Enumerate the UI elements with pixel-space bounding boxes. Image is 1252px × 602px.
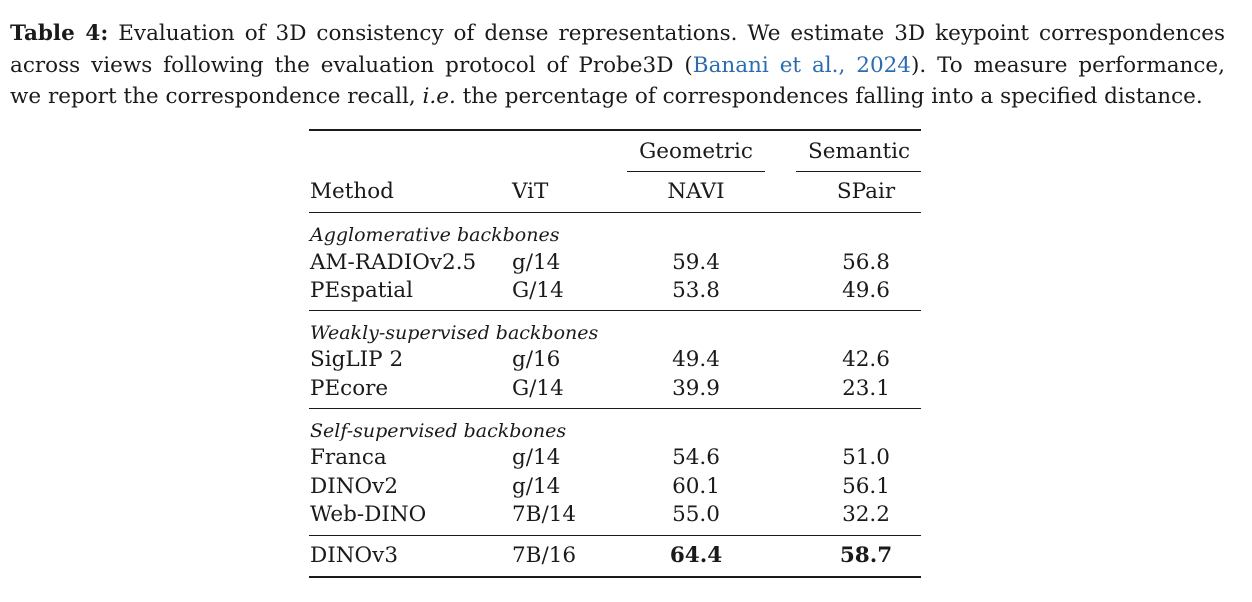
spair-cell: 56.1 [842, 474, 890, 499]
method-cell: PEcore [310, 376, 389, 401]
vit-cell: 7B/16 [512, 543, 577, 568]
navi-cell: 55.0 [672, 502, 720, 527]
navi-cell-best: 64.4 [669, 543, 723, 568]
method-cell: Web-DINO [310, 502, 427, 527]
vit-cell: g/14 [512, 474, 561, 499]
caption-line-1: Table 4: Evaluation of 3D consistency of… [10, 18, 1225, 50]
caption-ie: i.e. [422, 84, 456, 109]
column-header-method: Method [310, 179, 394, 204]
method-cell: PEspatial [310, 278, 413, 303]
caption-line-2: across views following the evaluation pr… [10, 50, 1225, 82]
spair-cell: 23.1 [842, 376, 890, 401]
bottom-rule [309, 576, 921, 578]
geometric-cmidrule [627, 171, 765, 172]
method-cell: DINOv3 [310, 543, 398, 568]
navi-cell: 54.6 [672, 445, 720, 470]
method-cell: DINOv2 [310, 474, 398, 499]
group-header-semantic: Semantic [807, 139, 911, 164]
method-cell: AM-RADIOv2.5 [310, 250, 477, 275]
caption-text-2a: across views following the evaluation pr… [10, 52, 693, 78]
section-rule-3 [309, 535, 921, 536]
method-cell: SigLIP 2 [310, 347, 404, 372]
vit-cell: G/14 [512, 278, 564, 303]
method-cell: Franca [310, 445, 387, 470]
caption-text-2b: ). To measure performance, [910, 52, 1225, 78]
vit-cell: g/14 [512, 250, 561, 275]
top-rule [309, 129, 921, 131]
navi-cell: 59.4 [672, 250, 720, 275]
spair-cell: 32.2 [842, 502, 890, 527]
spair-cell: 49.6 [842, 278, 890, 303]
column-header-spair: SPair [836, 179, 896, 204]
spair-cell: 51.0 [842, 445, 890, 470]
caption-text-3a: we report the correspondence recall, [10, 84, 416, 109]
table-caption: Table 4: Evaluation of 3D consistency of… [10, 18, 1225, 113]
caption-line-3: we report the correspondence recall, i.e… [10, 81, 1225, 113]
column-header-vit: ViT [512, 179, 549, 204]
section-rule-2 [309, 408, 921, 409]
vit-cell: 7B/14 [512, 502, 577, 527]
section-title: Weakly-supervised backbones [310, 322, 599, 344]
caption-label: Table 4: [10, 21, 109, 46]
vit-cell: g/14 [512, 445, 561, 470]
section-title: Self-supervised backbones [310, 420, 567, 442]
spair-cell: 42.6 [842, 347, 890, 372]
spair-cell: 56.8 [842, 250, 890, 275]
semantic-cmidrule [796, 171, 921, 172]
spair-cell-best: 58.7 [839, 543, 893, 568]
navi-cell: 49.4 [672, 347, 720, 372]
vit-cell: G/14 [512, 376, 564, 401]
navi-cell: 39.9 [672, 376, 720, 401]
navi-cell: 53.8 [672, 278, 720, 303]
vit-cell: g/16 [512, 347, 561, 372]
section-title: Agglomerative backbones [310, 224, 560, 246]
group-header-geometric: Geometric [639, 139, 753, 164]
navi-cell: 60.1 [672, 474, 720, 499]
column-header-navi: NAVI [667, 179, 725, 204]
caption-text-3b: the percentage of correspondences fallin… [462, 84, 1203, 109]
header-rule [309, 212, 921, 213]
citation-link[interactable]: Banani et al., 2024 [692, 52, 911, 78]
caption-text-1: Evaluation of 3D consistency of dense re… [118, 21, 1226, 46]
section-rule-1 [309, 310, 921, 311]
